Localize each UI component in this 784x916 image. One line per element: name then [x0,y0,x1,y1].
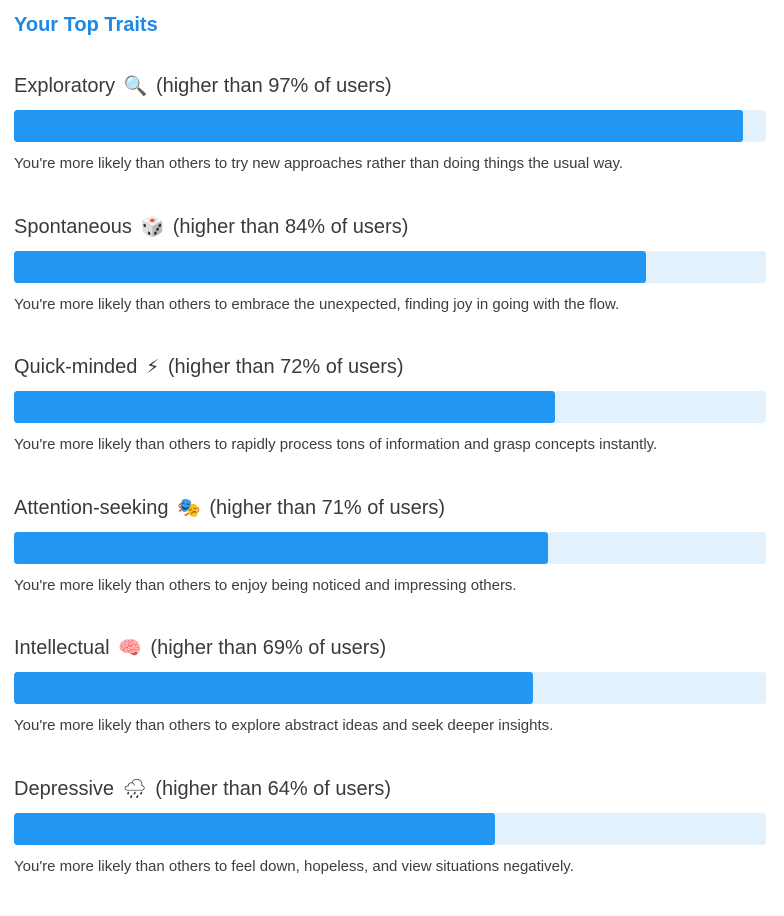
trait-spontaneous: Spontaneous 🎲 (higher than 84% of users)… [14,213,766,354]
magnifying-glass-icon: 🔍 [123,75,148,97]
trait-description: You're more likely than others to rapidl… [14,436,658,454]
trait-percentile: (higher than 64% of users) [155,777,391,800]
trait-bar-track [14,391,766,424]
trait-bar-fill [14,250,646,283]
trait-percentile: (higher than 69% of users) [150,637,387,660]
trait-heading: Depressive 🌧 (higher than 64% of users) [14,775,766,803]
trait-heading: Attention-seeking 🎭 (higher than 71% of … [14,494,766,522]
trait-percentile: (higher than 97% of users) [155,75,392,97]
rain-cloud-icon: 🌧 [122,777,147,800]
page-title: Your Top Traits [14,14,158,36]
trait-intellectual: Intellectual 🧠 (higher than 69% of users… [14,634,766,775]
trait-percentile: (higher than 71% of users) [209,496,446,519]
trait-percentile: (higher than 72% of users) [167,356,404,379]
trait-description: You're more likely than others to embrac… [14,295,620,313]
lightning-icon: ⚡ [145,356,160,379]
trait-heading: Intellectual 🧠 (higher than 69% of users… [14,634,766,662]
trait-name: Spontaneous [14,215,132,238]
trait-description: You're more likely than others to try ne… [14,155,624,172]
trait-bar-track [14,250,766,283]
trait-name: Attention-seeking [14,496,169,519]
trait-description: You're more likely than others to explor… [14,717,554,735]
trait-name: Intellectual [14,637,110,660]
trait-name: Exploratory [14,75,116,97]
trait-bar-fill [14,391,556,424]
trait-bar-track [14,110,766,142]
trait-bar-fill [14,812,496,845]
trait-bar-fill [14,672,533,705]
trait-name: Depressive [14,777,115,800]
trait-heading: Exploratory 🔍 (higher than 97% of users) [14,72,766,100]
trait-description: You're more likely than others to enjoy … [14,576,517,594]
trait-quick-minded: Quick-minded ⚡ (higher than 72% of users… [14,353,766,494]
trait-bar-track [14,812,766,845]
trait-heading: Spontaneous 🎲 (higher than 84% of users) [14,213,766,241]
trait-bar-fill [14,110,744,142]
trait-heading: Quick-minded ⚡ (higher than 72% of users… [14,353,766,381]
trait-bar-track [14,672,766,705]
trait-bar-fill [14,531,548,564]
trait-bar-track [14,531,766,564]
trait-exploratory: Exploratory 🔍 (higher than 97% of users)… [14,72,766,213]
dice-icon: 🎲 [140,215,165,238]
trait-name: Quick-minded [14,356,138,379]
spotlight-icon: 🎭 [177,496,201,519]
trait-attention-seeking: Attention-seeking 🎭 (higher than 71% of … [14,494,766,635]
trait-description: You're more likely than others to feel d… [14,857,574,875]
brain-icon: 🧠 [118,637,142,660]
trait-percentile: (higher than 84% of users) [172,215,409,238]
trait-depressive: Depressive 🌧 (higher than 64% of users) … [14,775,766,916]
